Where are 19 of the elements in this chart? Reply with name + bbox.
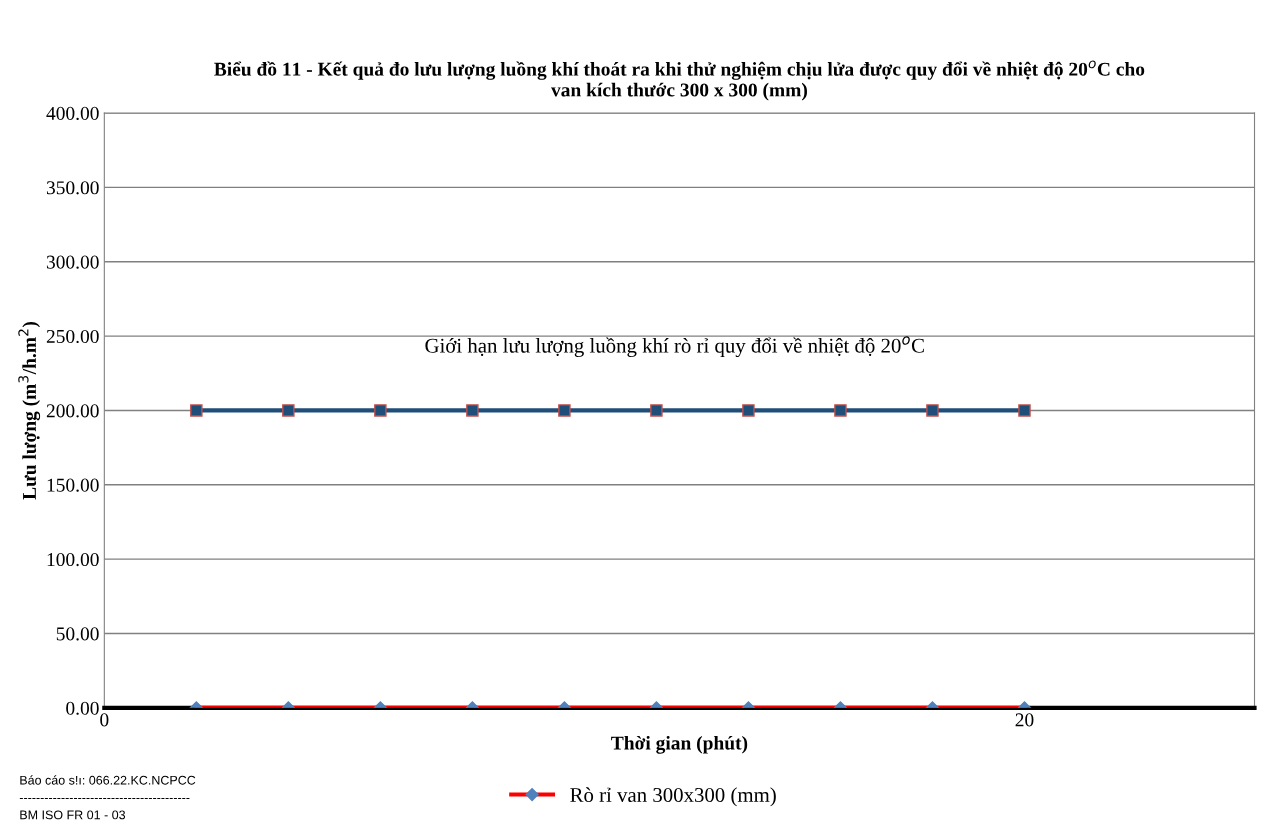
- y-tick-label: 0.00: [66, 701, 99, 715]
- x-axis-title: Thời gian (phút): [611, 735, 748, 754]
- x-tick-label: 20: [1015, 713, 1034, 727]
- y-tick-label: 150.00: [47, 478, 99, 492]
- annotation: Giới hạn lưu lượng luồng khí rò rỉ quy đổi về nhiệt độ 20$^{o}$C: [425, 336, 924, 358]
- y-axis-title: Lưu lượng (m$^{3}$/h.m$^{2}$): [18, 322, 41, 500]
- x-tick-label: 0: [100, 713, 109, 727]
- text: Báo cáo s!ı: 066.22.KC.NCPCC: [20, 775, 196, 785]
- y-tick-label: 400.00: [46, 106, 99, 121]
- chart-title: Biểu đồ 11 - Kết quả đo lưu lượng luồng khí thoát ra khi thử nghiệm chịu lửa được quy đổi về nhiệt độ 20$^{o}$C cho van kích thước 300 x 300 (mm): [214, 60, 1145, 101]
- y-tick-label: 100.00: [47, 552, 99, 567]
- legend-label: Rò rỉ van 300x300 (mm): [570, 787, 776, 807]
- text: BM ISO FR 01 - 03: [20, 810, 126, 820]
- y-tick-label: 300.00: [46, 255, 99, 269]
- y-tick-label: 250.00: [46, 329, 99, 344]
- y-tick-label: 200.00: [46, 404, 99, 418]
- text: -----------------------------------------: [19, 798, 190, 799]
- y-tick-label: 350.00: [46, 181, 99, 195]
- y-tick-label: 50.00: [56, 627, 99, 641]
